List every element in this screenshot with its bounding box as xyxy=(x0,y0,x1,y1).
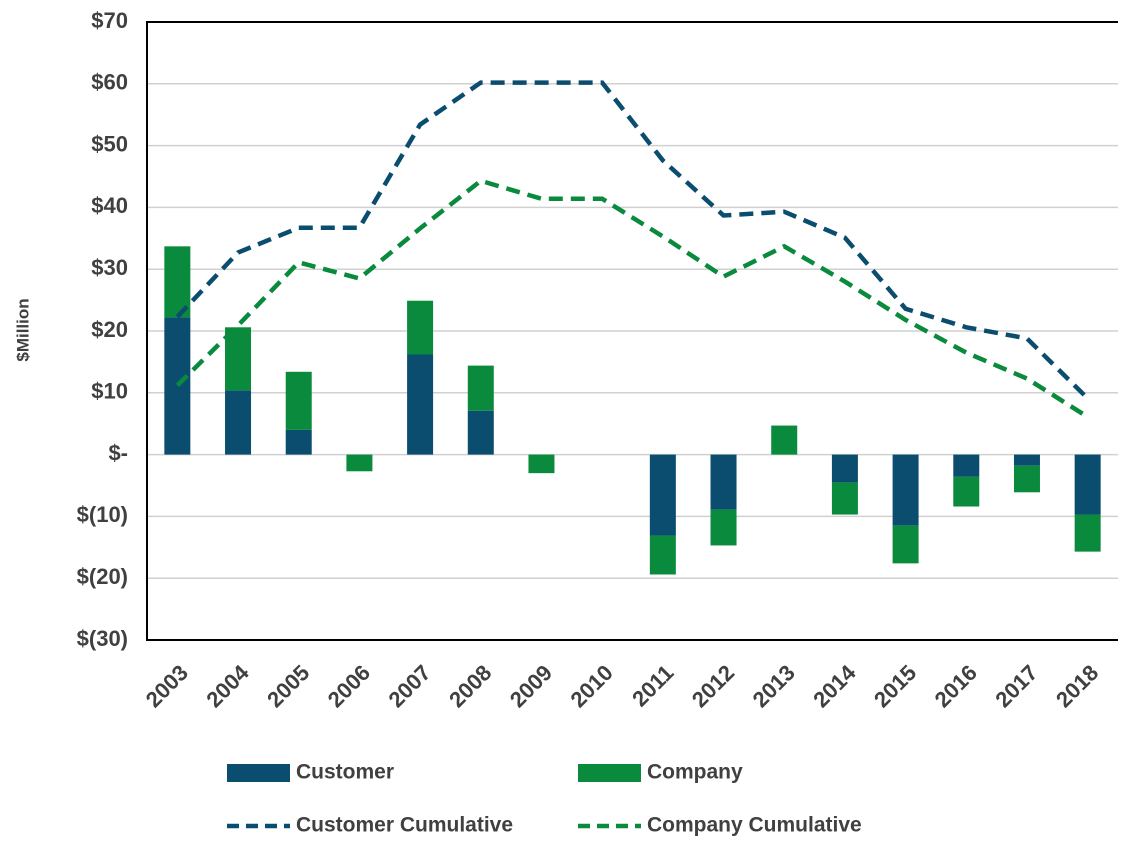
bar xyxy=(710,509,737,546)
y-tick-label: $50 xyxy=(91,131,128,156)
legend-label: Company xyxy=(647,761,743,784)
bar xyxy=(164,246,191,318)
bar xyxy=(1074,514,1101,552)
bar xyxy=(892,454,919,526)
x-tick-label: 2016 xyxy=(930,660,982,712)
x-tick-label: 2017 xyxy=(990,660,1042,712)
x-tick-label: 2008 xyxy=(444,660,496,712)
bar xyxy=(285,371,312,430)
x-tick-label: 2009 xyxy=(505,660,557,712)
x-tick-label: 2006 xyxy=(323,660,375,712)
bar xyxy=(285,429,312,455)
legend-label: Customer xyxy=(296,761,394,784)
y-axis-label: $Million xyxy=(13,298,32,361)
y-tick-label: $- xyxy=(108,440,128,465)
y-tick-label: $10 xyxy=(91,379,128,404)
line xyxy=(175,80,1090,400)
y-tick-label: $(10) xyxy=(77,502,128,527)
legend-label: Company Cumulative xyxy=(647,814,862,837)
bar xyxy=(892,525,919,564)
x-tick-label: 2012 xyxy=(687,660,739,712)
bar xyxy=(467,365,494,411)
y-tick-label: $70 xyxy=(91,8,128,33)
y-tick-label: $20 xyxy=(91,317,128,342)
bar xyxy=(407,300,434,355)
bar xyxy=(649,535,676,575)
x-tick-label: 2007 xyxy=(383,660,435,712)
bar xyxy=(771,425,798,455)
bar xyxy=(407,354,434,455)
x-tick-label: 2013 xyxy=(748,660,800,712)
bar xyxy=(710,454,737,510)
bar xyxy=(1074,454,1101,515)
bar xyxy=(225,390,252,455)
legend-label: Customer Cumulative xyxy=(296,814,513,837)
bar xyxy=(528,454,555,474)
bar xyxy=(225,327,252,391)
x-tick-label: 2011 xyxy=(627,660,678,711)
x-tick-label: 2014 xyxy=(808,659,861,712)
bar xyxy=(649,454,676,536)
bar xyxy=(164,317,191,455)
plot-frame xyxy=(146,21,1118,641)
y-tick-label: $(30) xyxy=(77,626,128,651)
y-tick-label: $(20) xyxy=(77,564,128,589)
x-tick-label: 2005 xyxy=(262,660,314,712)
legend-swatch xyxy=(578,764,641,782)
y-tick-label: $30 xyxy=(91,255,128,280)
bar xyxy=(1013,465,1040,493)
x-tick-label: 2018 xyxy=(1051,660,1103,712)
x-tick-label: 2003 xyxy=(141,660,193,712)
bar xyxy=(953,476,980,507)
bar xyxy=(346,454,373,472)
bar xyxy=(831,454,858,483)
bar xyxy=(467,410,494,455)
line xyxy=(175,178,1089,419)
bar xyxy=(953,454,980,477)
x-tick-label: 2010 xyxy=(566,660,618,712)
y-tick-label: $40 xyxy=(91,193,128,218)
bar xyxy=(1013,454,1040,466)
x-tick-label: 2004 xyxy=(201,659,254,712)
y-tick-label: $60 xyxy=(91,70,128,95)
bar xyxy=(831,482,858,515)
x-tick-label: 2015 xyxy=(869,660,921,712)
legend-swatch xyxy=(227,764,290,782)
